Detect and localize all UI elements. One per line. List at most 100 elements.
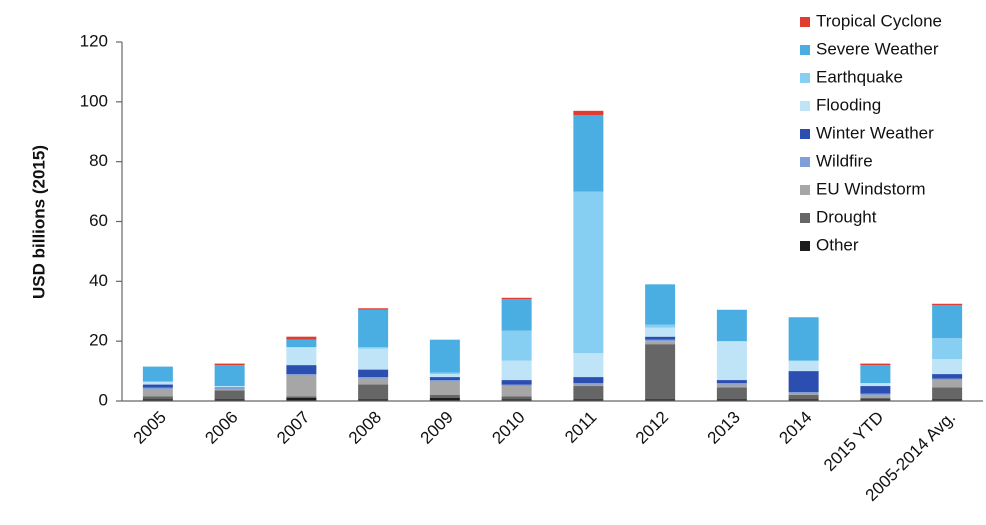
bar-segment — [932, 359, 963, 375]
x-tick-label: 2010 — [488, 408, 528, 448]
y-tick-label: 120 — [80, 31, 108, 50]
legend-swatch — [800, 73, 810, 83]
bar-segment — [214, 388, 245, 390]
bar-segment — [501, 380, 532, 385]
bar-segment — [932, 387, 963, 400]
bar-segment — [716, 309, 747, 342]
bar-segment — [142, 396, 173, 400]
y-tick-label: 40 — [89, 271, 108, 290]
bar-segment — [716, 399, 747, 401]
bar-segment — [214, 365, 245, 387]
bar-segment — [142, 399, 173, 401]
bar-segment — [645, 327, 676, 337]
bar-segment — [932, 380, 963, 388]
y-tick-label: 0 — [99, 390, 108, 409]
x-tick-label: 2008 — [345, 408, 385, 448]
legend-label: Other — [816, 235, 859, 254]
legend-swatch — [800, 157, 810, 167]
bar-segment — [860, 363, 891, 366]
bar-segment — [788, 371, 819, 393]
bar-segment — [716, 380, 747, 384]
x-tick-label: 2006 — [201, 408, 241, 448]
bar-segment — [429, 372, 460, 375]
bar-segment — [788, 360, 819, 372]
bar-segment — [358, 377, 389, 379]
bar-segment — [932, 399, 963, 401]
bar-segment — [501, 360, 532, 381]
legend-swatch — [800, 213, 810, 223]
bar-segment — [142, 387, 173, 390]
bar-segment — [286, 375, 317, 397]
bar-segment — [573, 191, 604, 354]
bar-segment — [716, 383, 747, 385]
bar-segment — [429, 380, 460, 382]
bar-segment — [501, 399, 532, 401]
bar-segment — [358, 308, 389, 310]
bar-segment — [142, 389, 173, 397]
bar-segment — [932, 305, 963, 339]
bar-segment — [501, 330, 532, 361]
x-tick-label: 2011 — [561, 408, 600, 447]
bar-segment — [429, 381, 460, 396]
bar-segment — [214, 386, 245, 388]
bar-segment — [142, 384, 173, 388]
bar-segment — [286, 336, 317, 340]
x-tick-label: 2014 — [775, 408, 815, 448]
legend-swatch — [800, 129, 810, 139]
bar-segment — [716, 387, 747, 400]
legend-label: Earthquake — [816, 67, 903, 86]
bar-segment — [501, 299, 532, 331]
bar-segment — [286, 398, 317, 401]
legend-swatch — [800, 185, 810, 195]
bar-segment — [860, 383, 891, 387]
bar-segment — [358, 384, 389, 400]
legend-label: Drought — [816, 207, 877, 226]
legend-label: Winter Weather — [816, 123, 934, 142]
y-tick-label: 20 — [89, 331, 108, 350]
bar-segment — [645, 341, 676, 345]
y-tick-label: 80 — [89, 151, 108, 170]
bar-segment — [286, 396, 317, 399]
bar-segment — [214, 399, 245, 401]
bar-segment — [358, 309, 389, 348]
bar-segment — [214, 389, 245, 391]
bar-segment — [358, 347, 389, 349]
legend-label: EU Windstorm — [816, 179, 926, 198]
legend-label: Wildfire — [816, 151, 873, 170]
bar-segment — [860, 395, 891, 399]
bar-segment — [142, 381, 173, 385]
legend-label: Severe Weather — [816, 39, 939, 58]
bar-segment — [429, 377, 460, 381]
bar-segment — [358, 369, 389, 378]
bar-segment — [645, 339, 676, 342]
y-tick-label: 100 — [80, 91, 108, 110]
bar-segment — [429, 374, 460, 378]
bar-segment — [286, 339, 317, 348]
bar-segment — [573, 115, 604, 192]
bar-segment — [429, 339, 460, 373]
bar-segment — [932, 378, 963, 381]
x-tick-label: 2009 — [417, 408, 457, 448]
bar-segment — [573, 384, 604, 387]
bar-segment — [645, 399, 676, 401]
y-axis-label: USD billions (2015) — [29, 145, 48, 299]
bar-segment — [501, 384, 532, 387]
bar-segment — [429, 395, 460, 399]
bar-segment — [358, 348, 389, 370]
legend-swatch — [800, 241, 810, 251]
bar-segment — [214, 387, 245, 389]
bar-segment — [788, 395, 819, 400]
bar-segment — [286, 374, 317, 376]
x-tick-label: 2005 — [130, 408, 170, 448]
bar-segment — [429, 398, 460, 401]
legend-swatch — [800, 17, 810, 27]
bar-segment — [214, 390, 245, 400]
bar-segment — [358, 378, 389, 385]
bar-segment — [860, 365, 891, 384]
bar-segment — [573, 399, 604, 401]
bar-segment — [645, 336, 676, 340]
bar-segment — [788, 399, 819, 401]
bar-segment — [214, 363, 245, 366]
bar-segment — [501, 396, 532, 400]
